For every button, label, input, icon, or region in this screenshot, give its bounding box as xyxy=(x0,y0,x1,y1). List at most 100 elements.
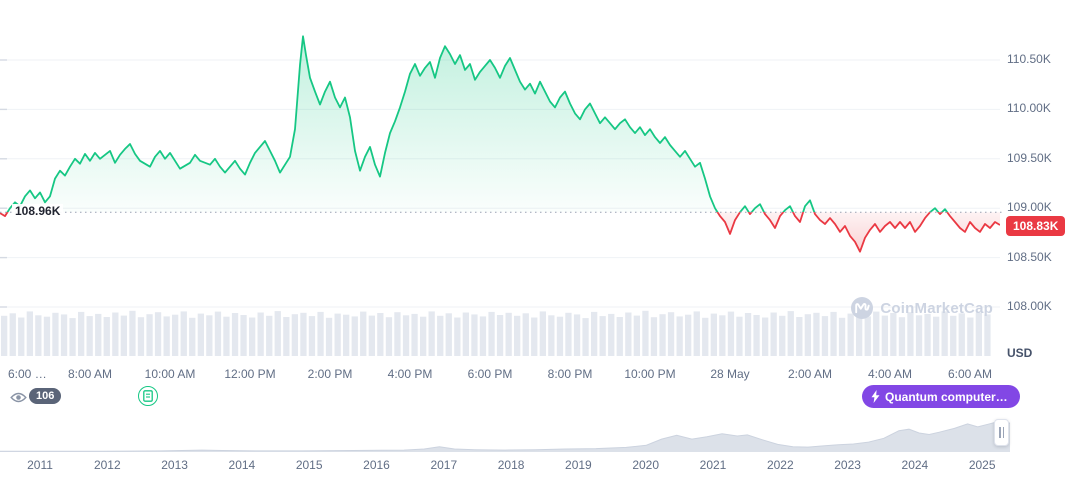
volume-bar xyxy=(830,311,837,356)
volume-bar xyxy=(813,312,820,356)
volume-bar xyxy=(496,315,504,356)
volume-bar xyxy=(60,314,68,356)
volume-bar xyxy=(667,312,675,356)
time-axis-label: 10:00 PM xyxy=(624,367,676,381)
volume-bar xyxy=(137,317,145,356)
time-axis-label: 8:00 PM xyxy=(547,367,593,381)
volume-bar xyxy=(154,312,162,356)
volume-bar xyxy=(343,314,350,356)
year-label: 2012 xyxy=(93,458,121,472)
watermark-text: CoinMarketCap xyxy=(880,299,993,317)
volume-bar xyxy=(856,314,863,356)
time-axis-label: 12:00 PM xyxy=(224,367,276,381)
year-label: 2022 xyxy=(766,458,794,472)
price-chart-canvas[interactable] xyxy=(0,0,1005,356)
current-price-badge: 108.83K xyxy=(1006,216,1066,237)
volume-bar xyxy=(360,311,367,356)
volume-bar xyxy=(531,317,538,356)
volume-bar xyxy=(35,315,42,356)
time-axis-label: 6:00 AM xyxy=(947,367,993,381)
volume-bar xyxy=(539,311,546,356)
volume-bar xyxy=(975,312,982,356)
volume-bar xyxy=(1,315,8,356)
volume-bar xyxy=(129,310,136,356)
volume-bar xyxy=(864,316,871,356)
volume-bar xyxy=(394,312,401,356)
volume-bar xyxy=(787,311,794,356)
range-navigator[interactable] xyxy=(0,412,1010,452)
time-axis-label: 28 May xyxy=(710,367,750,381)
volume-bar xyxy=(950,315,957,356)
year-label: 2020 xyxy=(632,458,660,472)
volume-bar xyxy=(240,315,247,356)
volume-bar xyxy=(351,316,358,356)
volume-bar xyxy=(650,317,658,356)
volume-bar xyxy=(103,317,110,356)
volume-bar xyxy=(317,311,324,356)
volume-bar xyxy=(308,316,316,356)
volume-bar xyxy=(377,313,384,356)
volume-bar xyxy=(573,314,581,356)
year-label: 2023 xyxy=(834,458,861,472)
time-axis: 6:00 … 8:00 AM 10:00 AM 12:00 PM 2:00 PM 4:00… xyxy=(0,367,1005,383)
volume-bar xyxy=(710,313,717,356)
volume-bar xyxy=(189,317,196,356)
navigator-drag-handle[interactable] xyxy=(994,419,1009,446)
volume-bar xyxy=(454,317,461,356)
volume-bar xyxy=(659,314,666,356)
volume-bar xyxy=(206,315,213,356)
volume-bar xyxy=(616,317,623,356)
time-axis-label: 6:00 … xyxy=(8,367,47,381)
time-axis-label: 4:00 PM xyxy=(387,367,433,381)
volume-bar xyxy=(591,311,598,356)
volume-bar xyxy=(821,316,829,356)
volume-bar xyxy=(924,313,931,356)
volume-bar xyxy=(197,313,204,356)
coinmarketcap-watermark: CoinMarketCap xyxy=(851,297,993,319)
year-label: 2025 xyxy=(968,458,996,472)
navigator-area xyxy=(0,421,1010,452)
time-axis-label: 4:00 AM xyxy=(867,367,913,381)
volume-bar xyxy=(257,312,264,356)
volume-bar xyxy=(26,311,33,356)
volume-bar xyxy=(522,313,529,356)
volume-bar xyxy=(437,315,444,356)
views-count-badge[interactable]: 106 xyxy=(29,388,62,404)
volume-bar xyxy=(69,318,76,356)
volume-bar xyxy=(462,312,469,356)
volume-bar xyxy=(334,313,341,356)
time-axis-label: 10:00 AM xyxy=(144,367,196,381)
volume-bar xyxy=(804,314,811,356)
volume-bar xyxy=(411,313,418,356)
price-line-down xyxy=(0,212,1000,253)
year-axis: 2011 2012 2013 2014 2015 2016 2017 2018 2019 2020… xyxy=(0,458,1010,474)
volume-bar xyxy=(325,317,333,356)
price-axis-label: 108.00K xyxy=(1007,299,1052,313)
volume-bar xyxy=(753,315,760,356)
volume-bar xyxy=(300,312,307,356)
volume-bar xyxy=(43,316,51,356)
price-axis-label: 110.50K xyxy=(1007,52,1051,66)
coinmarketcap-logo-icon xyxy=(851,297,874,319)
event-annotation-pill[interactable]: Quantum computer… xyxy=(862,385,1020,408)
volume-bar xyxy=(933,316,940,356)
volume-bar xyxy=(941,311,948,356)
volume-bar xyxy=(693,311,700,356)
volume-bar xyxy=(548,315,555,356)
volume-bar xyxy=(214,311,222,356)
volume-bar xyxy=(762,317,769,356)
volume-bar xyxy=(420,316,427,356)
volume-bar xyxy=(890,313,897,356)
year-label: 2017 xyxy=(430,458,458,472)
document-icon xyxy=(143,390,153,402)
news-event-marker[interactable] xyxy=(138,386,158,406)
volume-bar xyxy=(488,311,495,356)
volume-bar xyxy=(291,314,298,356)
baseline-price-label: 108.96K xyxy=(12,204,64,220)
price-axis-label: 109.00K xyxy=(1007,200,1052,215)
axis-unit-label: USD xyxy=(1007,346,1033,360)
eye-icon xyxy=(10,391,27,404)
volume-bar xyxy=(727,311,735,356)
volume-bar xyxy=(479,316,487,356)
volume-bar xyxy=(283,317,290,356)
